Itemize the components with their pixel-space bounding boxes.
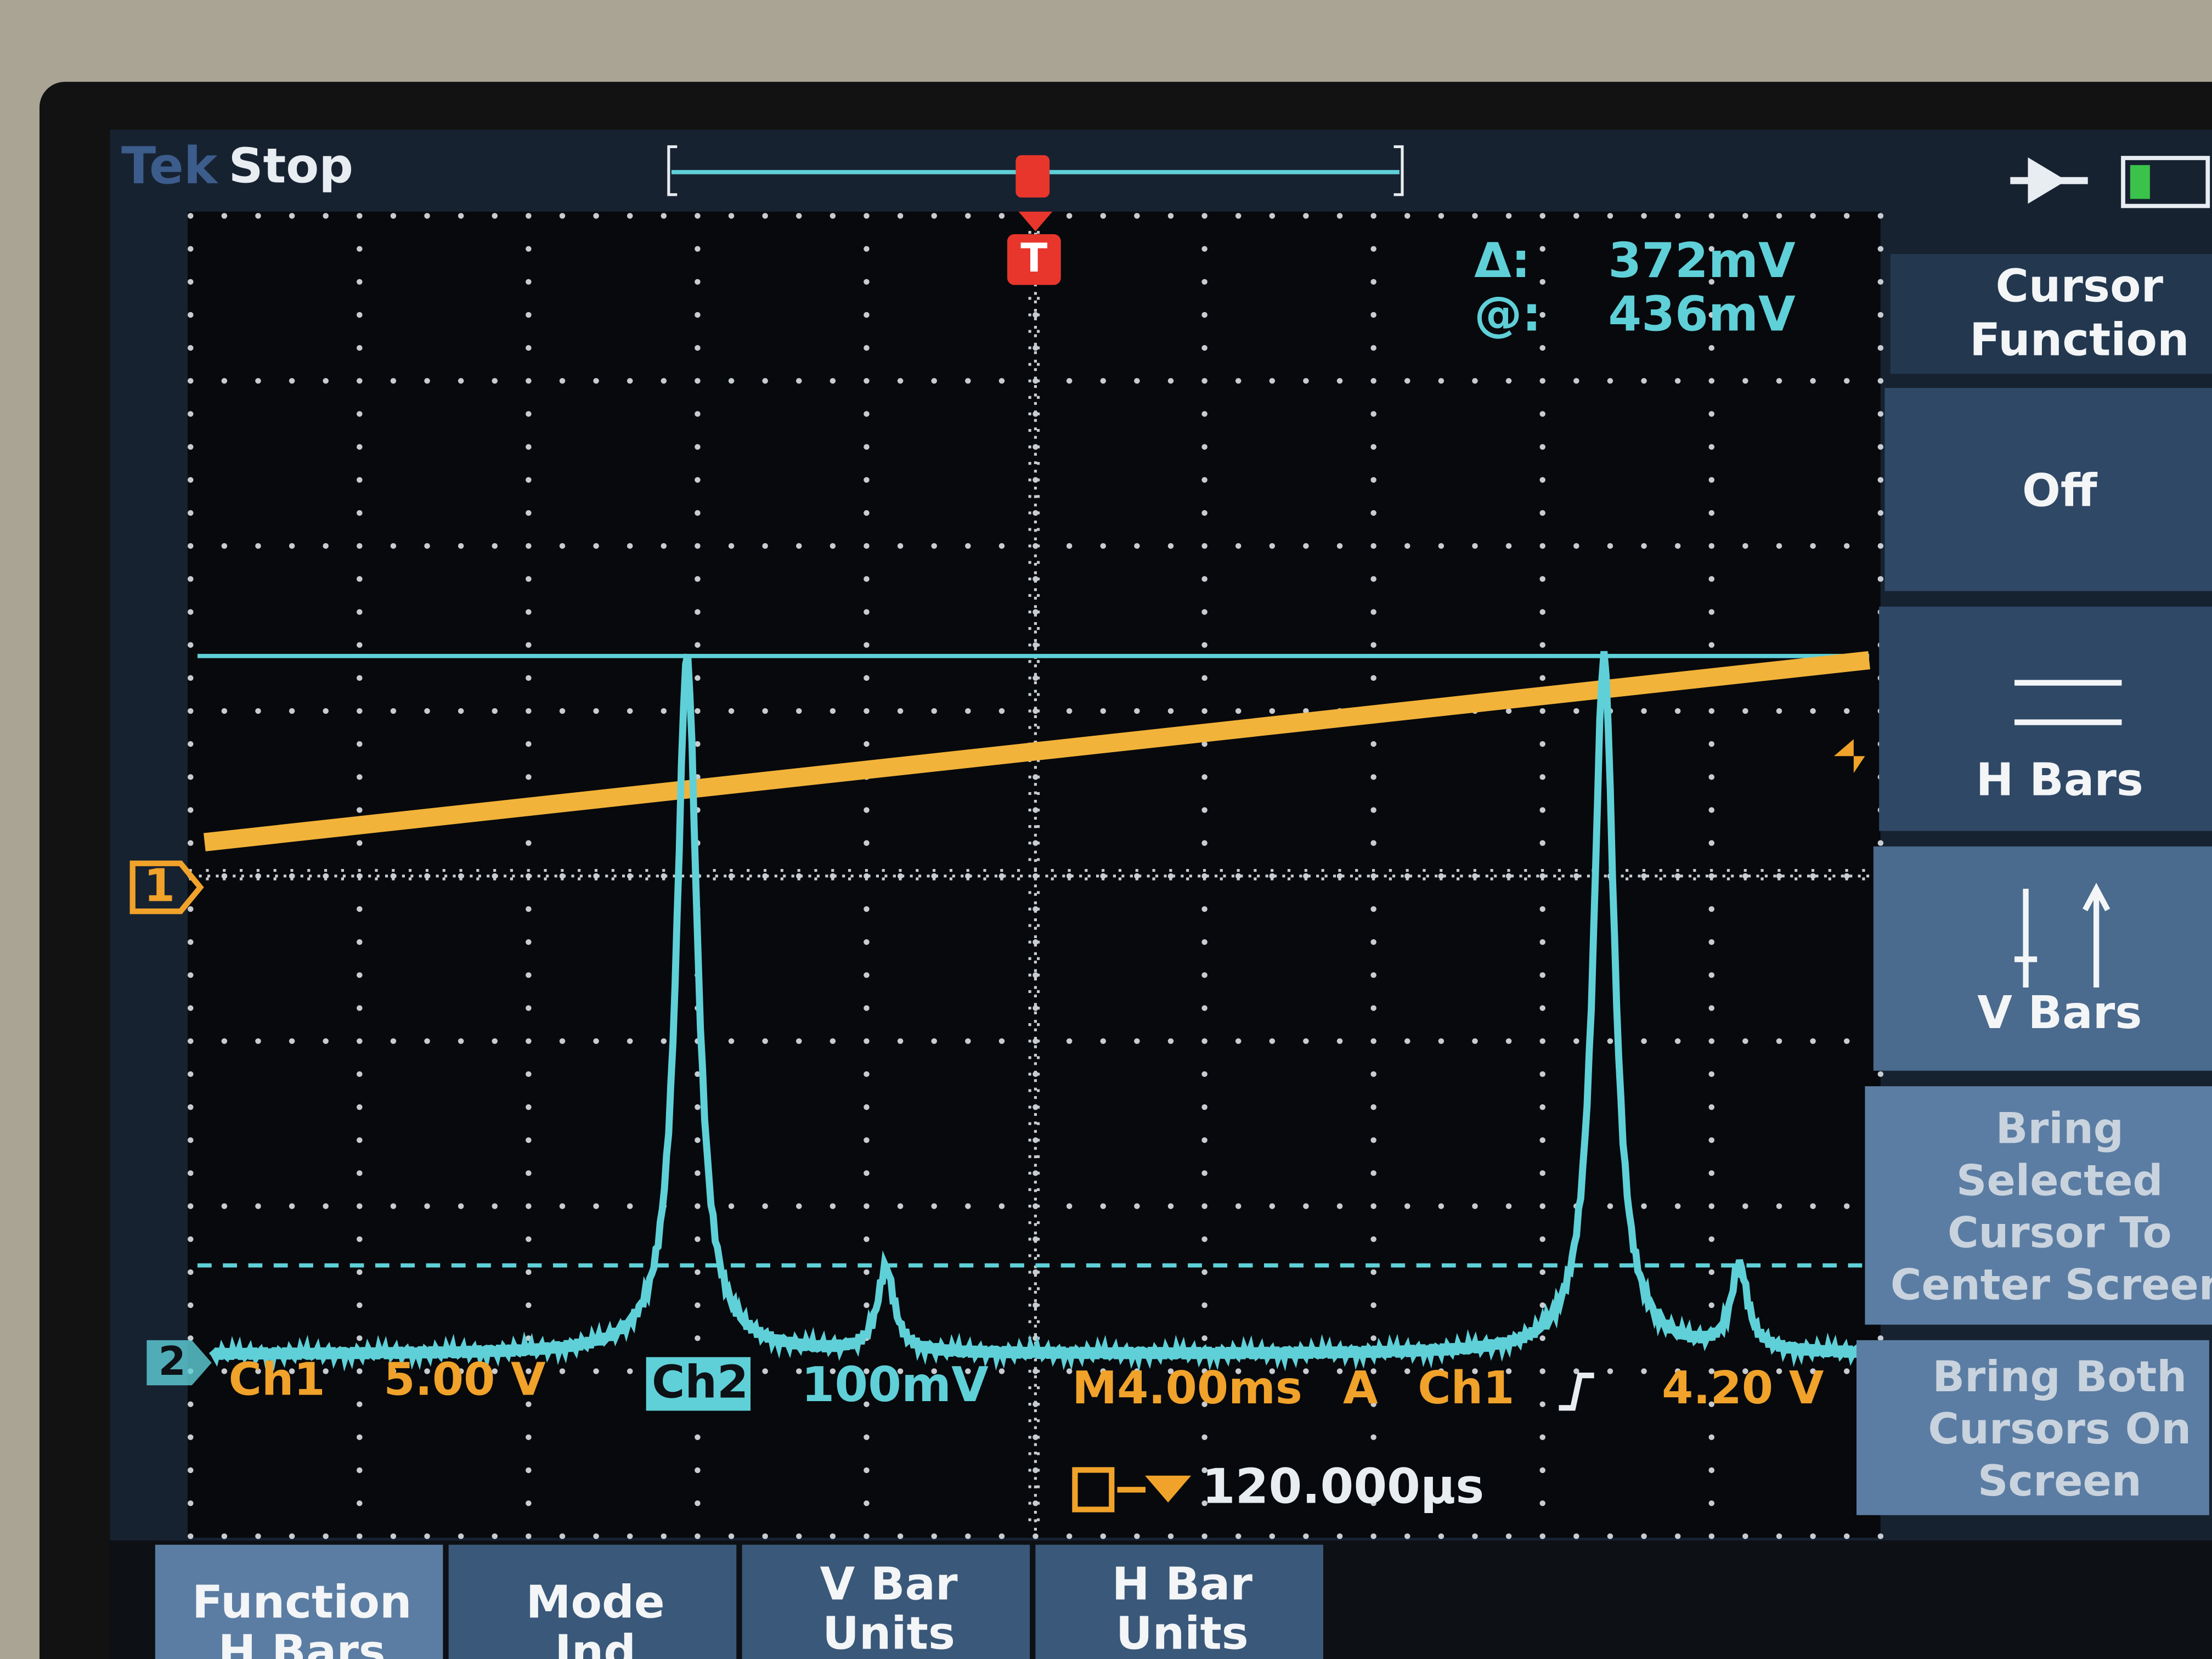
ch1-marker-label: 1 [144,860,175,912]
ch2-trace [208,651,1866,1372]
menu-title-panel [1890,253,2212,374]
record-view [667,145,1404,198]
menu-button-label[interactable]: Cursor To [1948,1209,2172,1258]
menu-button-label[interactable]: Off [2022,465,2098,517]
ch2-label-bg [646,1357,751,1411]
menu-title: Function [1970,314,2190,366]
ch1-trace [204,651,1870,851]
hbars-icon[interactable] [2015,680,2122,725]
bottom-button-label[interactable]: Function [192,1577,412,1629]
at-label: @: [1474,286,1541,342]
menu-button-bg[interactable] [1857,1340,2209,1515]
menu-button[interactable]: Off [1884,388,2212,591]
ch2-marker-label: 2 [159,1338,186,1384]
menu-button-label[interactable]: Bring Both [1932,1352,2187,1402]
menu-button-label[interactable]: Screen [1978,1457,2142,1506]
menu-button-bg[interactable] [1865,1086,2212,1325]
trigger-level: 4.20 V [1662,1362,1824,1414]
menu-button-label[interactable]: Bring [1996,1104,2124,1153]
menu-button-label[interactable]: Selected [1956,1156,2163,1205]
ch1-label: Ch1 [229,1353,325,1406]
at-value: 436mV [1608,286,1796,342]
bottom-button-label[interactable]: Mode [526,1577,665,1629]
trigger-level-marker [1833,739,1865,774]
ch2-ground-marker: 2 [146,1338,212,1386]
run-status: Stop [229,138,353,194]
bottom-button-label[interactable]: Units [822,1607,955,1659]
bottom-button-bg[interactable] [742,1544,1030,1659]
trigger-mode: A [1343,1362,1378,1414]
bottom-button-bg[interactable] [1035,1544,1323,1659]
trigger-marker-label: T [1020,235,1047,281]
trigger-offset-arrow [1117,1475,1192,1503]
bottom-button-bg[interactable] [448,1544,737,1659]
menu-button-bg[interactable] [1879,606,2212,831]
bottom-button-label[interactable]: H Bars [218,1626,386,1659]
trigger-offset: 120.000µs [1202,1458,1484,1514]
menu-button-label[interactable]: V Bars [1977,987,2142,1039]
trigger-offset-icon [1072,1467,1115,1513]
delta-value: 372mV [1608,233,1796,289]
ch2-scale: 100mV [802,1357,989,1413]
bottom-button-bg[interactable] [155,1544,443,1659]
menu-button[interactable]: V Bars [1873,846,2212,1071]
vbars-icon[interactable] [2015,883,2111,988]
brand: Tek [121,136,219,195]
ch1-ground-marker: 1 [129,860,204,915]
bottom-button-label[interactable]: V Bar [820,1558,958,1610]
ch2-label: Ch2 [652,1357,748,1409]
trigger-position-marker: T [1007,211,1061,285]
timebase: M4.00ms [1072,1362,1302,1414]
menu-button-bg[interactable] [1873,846,2212,1071]
menu-button-bg[interactable] [1884,388,2212,591]
delta-label: Δ: [1474,233,1531,289]
power-indicator [2010,156,2210,208]
menu-button-label[interactable]: Center Screen [1891,1261,2212,1310]
ch1-scale: 5.00 V [383,1353,546,1406]
trigger-source: Ch1 [1418,1362,1514,1414]
trigger-slope [1559,1373,1594,1411]
menu-button-label[interactable]: H Bars [1976,754,2143,806]
bottom-button-label[interactable]: Ind [555,1626,636,1659]
menu-button-label[interactable]: Cursors On [1928,1404,2191,1454]
menu-title: Cursor [1995,261,2163,313]
bottom-button-label[interactable]: H Bar [1112,1558,1253,1610]
bottom-button-label[interactable]: Units [1116,1607,1249,1659]
menu-button[interactable]: H Bars [1879,606,2212,831]
